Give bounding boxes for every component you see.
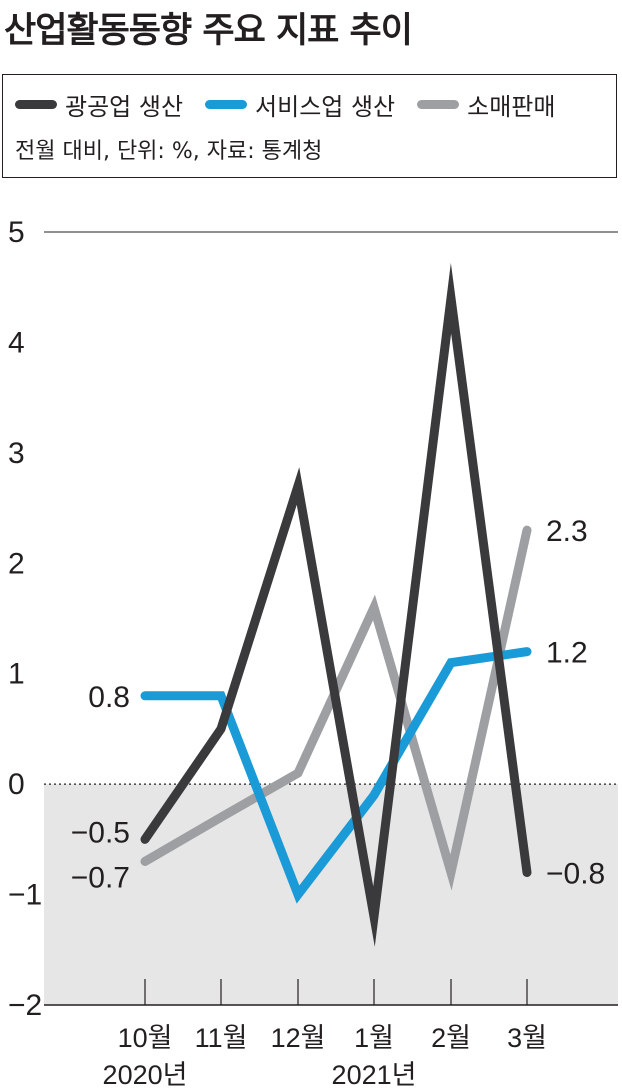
legend-swatch-retail [417,100,460,109]
x-tick-label: 2월 [431,1023,471,1053]
legend-item-retail: 소매판매 [417,87,555,122]
y-tick-label: 3 [8,437,25,470]
chart-title: 산업활동동향 주요 지표 추이 [4,11,413,51]
negative-area [44,784,618,1005]
series-line-1 [140,647,532,904]
legend-item-mining: 광공업 생산 [15,87,183,122]
y-tick-label: 2 [8,547,25,580]
legend-row: 광공업 생산 서비스업 생산 소매판매 [15,87,577,122]
x-tick-label: 12월 [271,1023,326,1053]
y-tick-label: 4 [8,326,25,359]
data-label: 1.2 [546,637,588,670]
data-label: 2.3 [546,515,588,548]
legend-swatch-service [205,100,248,109]
legend-note: 전월 대비, 단위: %, 자료: 통계청 [15,139,323,164]
data-label: 0.8 [88,681,130,714]
data-label: −0.7 [71,861,130,894]
y-tick-label: −2 [8,989,42,1022]
y-tick-label: 0 [8,768,25,801]
legend-label-retail: 소매판매 [467,93,556,121]
x-tick-label: 1월 [354,1023,394,1053]
legend-label-mining: 광공업 생산 [65,93,184,121]
x-tick-label: 11월 [195,1023,248,1053]
y-tick-label: −1 [8,879,42,912]
legend: 광공업 생산 서비스업 생산 소매판매 전월 대비, 단위: %, 자료: 통계… [2,74,617,178]
data-label: −0.5 [71,816,130,849]
x-year-label: 2020년 [103,1060,188,1090]
legend-label-service: 서비스업 생산 [255,93,396,121]
data-label: −0.8 [546,857,605,890]
y-tick-label: 1 [8,658,25,691]
x-year-label: 2021년 [332,1060,417,1090]
legend-swatch-mining [15,100,57,109]
x-tick-label: 10월 [118,1023,173,1053]
x-tick-label: 3월 [507,1023,547,1053]
series-line-0 [140,262,532,947]
y-tick-label: 5 [8,216,25,249]
legend-item-service: 서비스업 생산 [205,87,395,122]
